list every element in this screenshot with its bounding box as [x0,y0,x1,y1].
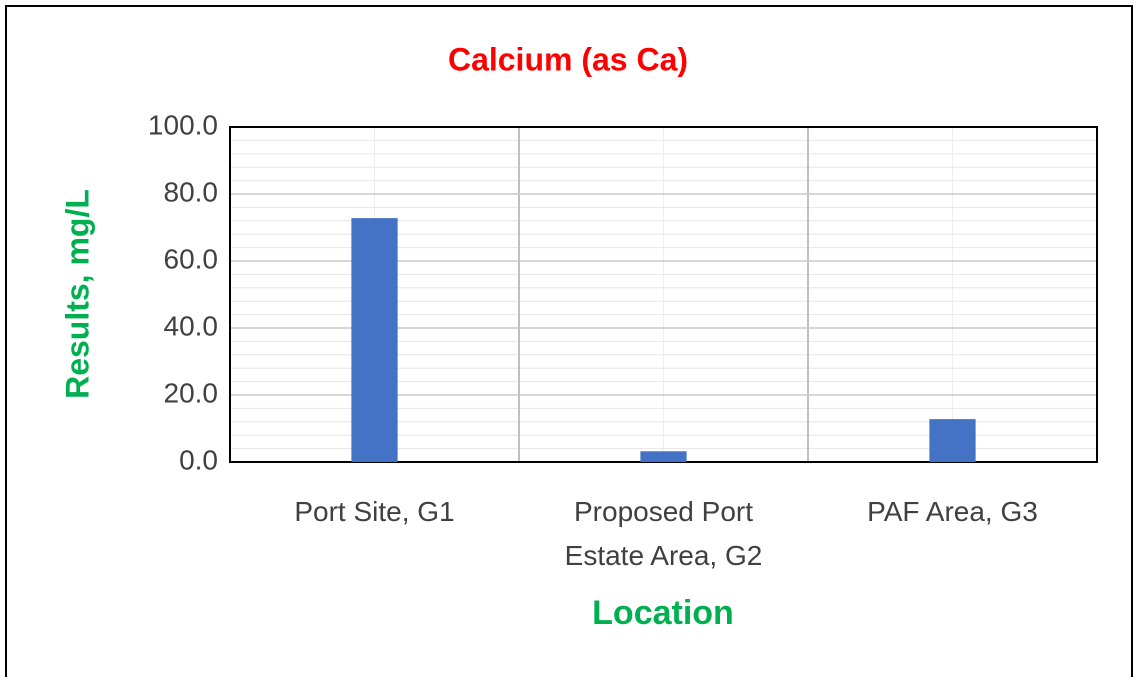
y-tick-label: 100.0 [148,109,218,140]
y-axis-label: Results, mg/L [59,189,95,399]
x-axis-label: Location [592,594,734,632]
x-tick-label: Port Site, G1 [294,496,455,527]
bar [929,419,976,462]
x-tick-label: PAF Area, G3 [867,496,1038,527]
x-tick-label: Proposed Port Estate Area, G2 [564,496,763,571]
y-tick-label: 20.0 [164,377,219,408]
bar [351,218,398,462]
y-tick-label: 40.0 [164,310,219,341]
y-tick-label: 60.0 [164,243,219,274]
bar [640,451,687,462]
chart-title: Calcium (as Ca) [448,41,688,77]
y-tick-label: 80.0 [164,176,219,207]
y-tick-label: 0.0 [179,444,218,475]
